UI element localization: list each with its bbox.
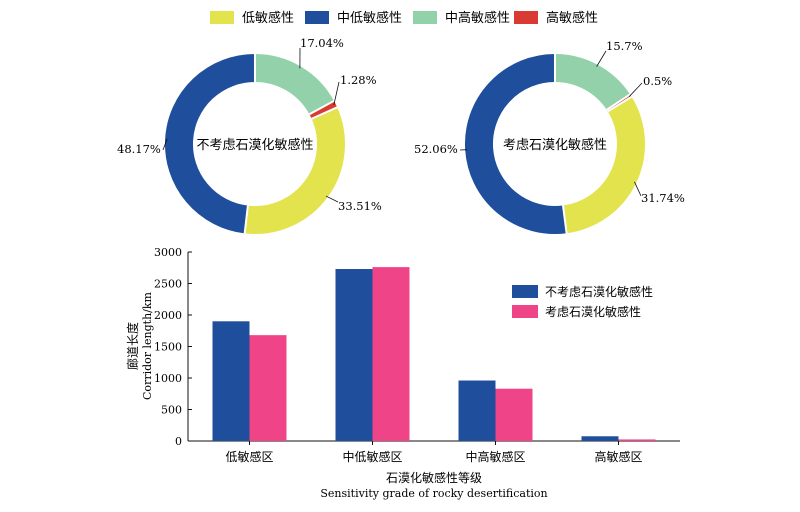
legend-swatch xyxy=(210,11,234,24)
x-axis-title-cn: 石漠化敏感性等级 xyxy=(386,470,482,485)
donut-value-label: 15.7% xyxy=(606,39,643,53)
y-tick-label: 500 xyxy=(161,404,182,417)
donut-chart: 不考虑石漠化敏感性 33.51% 48.17% 17.04% 1.28% xyxy=(117,36,382,234)
legend-swatch xyxy=(305,11,329,24)
legend-swatch xyxy=(512,305,538,318)
leader-line xyxy=(634,181,642,197)
bar-chart: 0 500 1000 1500 2000 2500 3000 低敏感区 中低敏感区 中高敏感区 高敏… xyxy=(125,246,680,500)
donut-slice xyxy=(165,54,256,234)
donut-legend: 低敏感性 中低敏感性 中高敏感性 高敏感性 xyxy=(210,10,598,26)
donut-slice xyxy=(254,54,334,115)
legend-swatch xyxy=(413,11,437,24)
y-tick-label: 1000 xyxy=(154,372,182,385)
donut-value-label: 31.74% xyxy=(641,191,685,205)
donut-slice xyxy=(244,107,345,234)
y-axis-title: 廊道长度 Corridor length/km xyxy=(125,291,154,400)
legend-label: 考虑石漠化敏感性 xyxy=(545,304,641,319)
x-tick-label: 高敏感区 xyxy=(594,449,642,464)
legend-label: 中高敏感性 xyxy=(445,10,510,26)
leader-line xyxy=(162,138,168,151)
donut-slice xyxy=(562,96,645,234)
x-tick-label: 中低敏感区 xyxy=(342,449,402,464)
y-tick-label: 2500 xyxy=(154,278,182,291)
y-axis-title-cn: 廊道长度 xyxy=(125,322,140,370)
donut-center-label: 不考虑石漠化敏感性 xyxy=(196,137,313,153)
donut-slice xyxy=(464,54,567,234)
bar xyxy=(212,321,250,441)
x-tick-label: 中高敏感区 xyxy=(465,449,525,464)
y-axis-title-en: Corridor length/km xyxy=(141,291,154,400)
donut-slice xyxy=(554,54,631,111)
bar xyxy=(372,267,410,441)
donut-value-label: 0.5% xyxy=(643,74,672,88)
bar xyxy=(581,436,619,441)
legend-label: 中低敏感性 xyxy=(337,10,402,26)
donut-value-label: 48.17% xyxy=(117,142,161,156)
leader-line xyxy=(596,50,607,67)
y-tick-label: 2000 xyxy=(154,309,182,322)
donut-value-label: 33.51% xyxy=(338,199,382,213)
bar xyxy=(249,335,287,441)
legend-label: 低敏感性 xyxy=(242,10,294,26)
donut-center-label: 考虑石漠化敏感性 xyxy=(503,137,607,153)
legend-label: 高敏感性 xyxy=(546,10,598,26)
leader-line xyxy=(325,195,339,203)
slice-separator xyxy=(243,205,249,234)
donut-value-label: 1.28% xyxy=(340,73,377,87)
bar xyxy=(495,388,533,441)
donut-value-label: 17.04% xyxy=(300,36,344,50)
donut-chart: 考虑石漠化敏感性 31.74% 52.06% 15.7% 0.5% xyxy=(414,39,685,234)
legend-swatch xyxy=(512,285,538,298)
slice-separator xyxy=(308,99,335,116)
x-axis-title-en: Sensitivity grade of rocky desertificati… xyxy=(320,487,547,500)
slice-separator xyxy=(607,95,633,113)
slice-separator xyxy=(311,106,338,120)
y-tick-label: 1500 xyxy=(154,341,182,354)
y-tick-label: 0 xyxy=(175,435,182,448)
leader-line xyxy=(628,82,643,97)
legend-label: 不考虑石漠化敏感性 xyxy=(545,284,653,299)
y-tick-label: 3000 xyxy=(154,246,182,259)
bar xyxy=(618,439,656,441)
legend-swatch xyxy=(514,11,538,24)
donut-value-label: 52.06% xyxy=(414,142,458,156)
slice-separator xyxy=(562,205,568,234)
leader-line xyxy=(333,81,340,106)
bar xyxy=(458,380,496,441)
bar xyxy=(335,269,373,441)
x-tick-label: 低敏感区 xyxy=(225,449,273,464)
slice-separator xyxy=(606,93,631,111)
